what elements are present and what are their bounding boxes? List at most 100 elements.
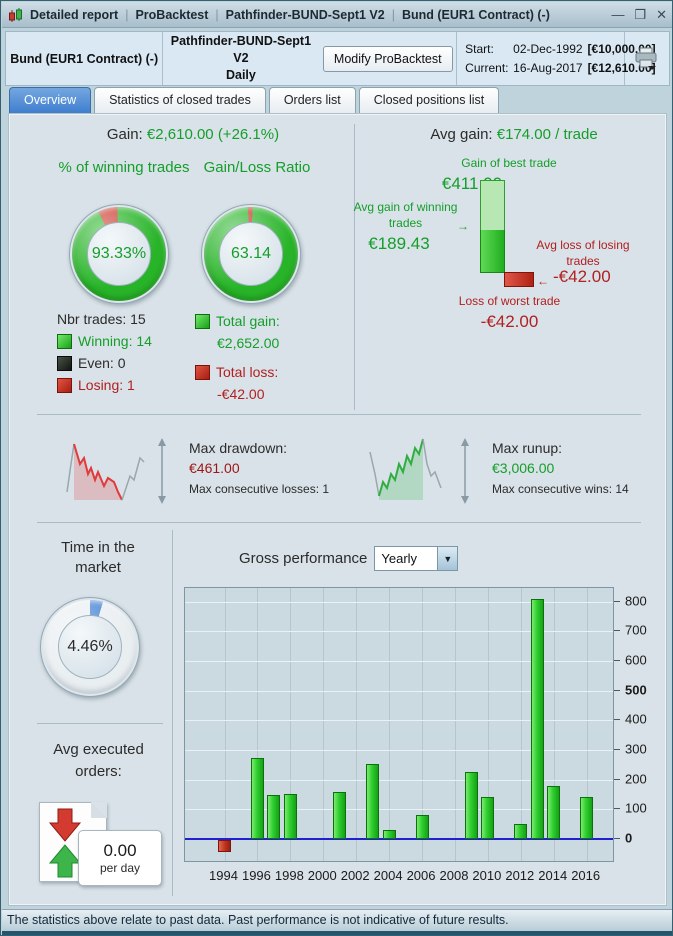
avg-loss-label: Avg loss of losing trades — [536, 238, 630, 268]
report-tabs: Overview Statistics of closed trades Ord… — [9, 87, 500, 113]
title-bar: Detailed report | ProBacktest | Pathfinder-B… — [2, 2, 672, 28]
divider — [354, 124, 355, 410]
performance-bar — [267, 795, 281, 840]
close-button[interactable]: ✕ — [656, 7, 667, 22]
y-tick-mark — [614, 749, 620, 751]
avg-gain-headline: Avg gain: €174.00 / trade — [430, 126, 598, 143]
gridline-vertical — [389, 588, 391, 861]
right-arrow: → — [457, 219, 469, 233]
performance-bar — [218, 840, 231, 853]
gridline-vertical — [356, 588, 358, 861]
gross-performance-label: Gross performance — [239, 550, 368, 567]
y-axis-labels: 0 100 200 300 400 500 600 700 800 — [614, 587, 664, 862]
avg-win-value: €189.43 — [368, 234, 430, 253]
tab-closed-positions-list[interactable]: Closed positions list — [358, 87, 500, 113]
modify-probacktest-button[interactable]: Modify ProBacktest — [322, 45, 453, 72]
period-dropdown[interactable]: Yearly ▼ — [374, 546, 459, 571]
gross-performance-header: Gross performance Yearly ▼ — [239, 546, 459, 571]
chevron-down-icon: ▼ — [437, 547, 458, 570]
gridline-horizontal — [185, 631, 613, 633]
y-tick-mark — [614, 778, 620, 780]
maximize-button[interactable]: ❒ — [634, 7, 647, 22]
winning-trades-donut: 93.33% — [69, 204, 169, 304]
overview-panel: Gain: €2,610.00 (+26.1%) % of winning tr… — [8, 113, 667, 906]
drawdown-sparkline-icon — [66, 438, 166, 504]
printer-icon[interactable] — [634, 47, 660, 71]
y-tick-mark — [614, 630, 620, 632]
performance-bar — [481, 797, 495, 840]
losing-swatch — [57, 378, 72, 393]
y-tick-label: 500 — [625, 682, 647, 698]
time-in-market-donut: 4.46% — [40, 597, 140, 697]
winning-count: Winning: 14 — [57, 330, 152, 352]
gridline-horizontal — [185, 720, 613, 722]
y-tick-label: 400 — [625, 711, 647, 727]
y-tick-mark — [614, 719, 620, 721]
divider — [37, 723, 163, 724]
even-swatch — [57, 356, 72, 371]
nbr-trades: Nbr trades: 15 — [57, 311, 146, 327]
tab-overview[interactable]: Overview — [9, 87, 92, 113]
performance-bar — [366, 764, 380, 840]
gridline-horizontal — [185, 690, 613, 692]
avg-win-label: Avg gain of winning trades — [353, 200, 458, 230]
totals: Total gain: €2,652.00 Total loss: -€42.0… — [195, 310, 280, 405]
y-tick-label: 700 — [625, 622, 647, 638]
candlestick-app-icon — [9, 7, 22, 22]
gridline-vertical — [224, 588, 226, 861]
gridline-vertical — [323, 588, 325, 861]
performance-bar — [530, 598, 544, 840]
x-tick-label: 2008 — [439, 868, 469, 883]
performance-bar — [464, 771, 478, 840]
gridline-vertical — [553, 588, 555, 861]
x-tick-label: 2016 — [571, 868, 601, 883]
status-bar: The statistics above relate to past data… — [2, 909, 672, 931]
winning-donut-title: % of winning trades — [58, 159, 190, 176]
x-tick-label: 1994 — [209, 868, 238, 883]
y-tick-label: 100 — [625, 800, 647, 816]
tab-orders-list[interactable]: Orders list — [268, 87, 356, 113]
y-tick-mark — [614, 689, 620, 691]
total-loss-swatch — [195, 365, 210, 380]
drawdown-label: Max drawdown: — [189, 440, 288, 456]
up-down-arrows-icon — [48, 808, 82, 878]
x-tick-label: 2012 — [505, 868, 535, 883]
tab-statistics-of-closed-trades[interactable]: Statistics of closed trades — [94, 87, 266, 113]
gridline-vertical — [257, 588, 259, 861]
avg-loss-bar — [504, 272, 534, 287]
minimize-button[interactable]: — — [611, 7, 625, 22]
performance-bar — [547, 785, 561, 840]
avg-gain-bar — [480, 230, 505, 273]
performance-bar — [382, 830, 396, 840]
performance-bar — [333, 792, 347, 840]
avg-loss-value: -€42.00 — [553, 267, 611, 286]
y-tick-label: 0 — [625, 830, 633, 846]
y-tick-label: 300 — [625, 741, 647, 757]
gridline-horizontal — [185, 809, 613, 811]
avg-orders-unit: per day — [99, 861, 141, 875]
runup-sparkline-icon — [369, 438, 469, 504]
best-trade-bar — [480, 180, 505, 231]
performance-bar — [415, 815, 429, 840]
even-count: Even: 0 — [57, 352, 152, 374]
time-in-market-title: Time in the market — [61, 539, 135, 577]
losing-count: Losing: 1 — [57, 374, 152, 396]
performance-bar — [514, 824, 528, 840]
gridline-vertical — [290, 588, 292, 861]
page-fold — [91, 802, 107, 818]
runup-value: €3,006.00 — [492, 460, 555, 476]
total-gain-swatch — [195, 314, 210, 329]
ratio-donut-value: 63.14 — [230, 245, 272, 262]
y-tick-mark — [614, 808, 620, 810]
y-tick-mark — [614, 838, 620, 840]
performance-bar — [250, 758, 264, 840]
y-tick-mark — [614, 659, 620, 661]
gross-performance-plot — [184, 587, 614, 862]
avg-orders-title: Avg executed orders: — [53, 741, 144, 780]
gridline-vertical — [454, 588, 456, 861]
disclaimer-text: The statistics above relate to past data… — [7, 913, 509, 927]
worst-trade-value: -€42.00 — [480, 312, 539, 331]
gain-headline: Gain: €2,610.00 (+26.1%) — [106, 126, 280, 143]
divider — [37, 414, 641, 415]
